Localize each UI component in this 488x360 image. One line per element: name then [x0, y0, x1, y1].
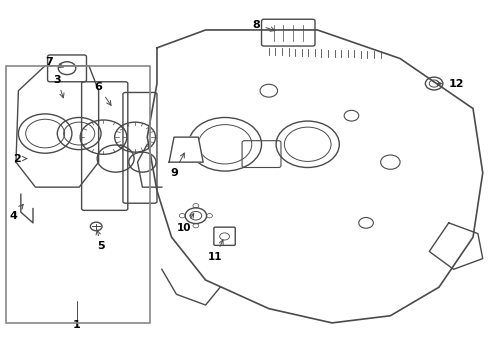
Text: 7: 7 — [45, 57, 63, 68]
Bar — [6, 66, 149, 323]
Polygon shape — [169, 137, 203, 162]
Text: 2: 2 — [13, 154, 27, 163]
Text: 6: 6 — [95, 82, 111, 105]
Text: 4: 4 — [10, 204, 23, 221]
Text: 5: 5 — [96, 230, 104, 251]
Text: 11: 11 — [208, 240, 223, 262]
Text: 3: 3 — [53, 75, 64, 98]
Text: 12: 12 — [436, 78, 463, 89]
Text: 1: 1 — [73, 320, 81, 330]
Text: 8: 8 — [252, 19, 274, 31]
Text: 9: 9 — [170, 153, 184, 178]
Text: 10: 10 — [176, 213, 193, 233]
